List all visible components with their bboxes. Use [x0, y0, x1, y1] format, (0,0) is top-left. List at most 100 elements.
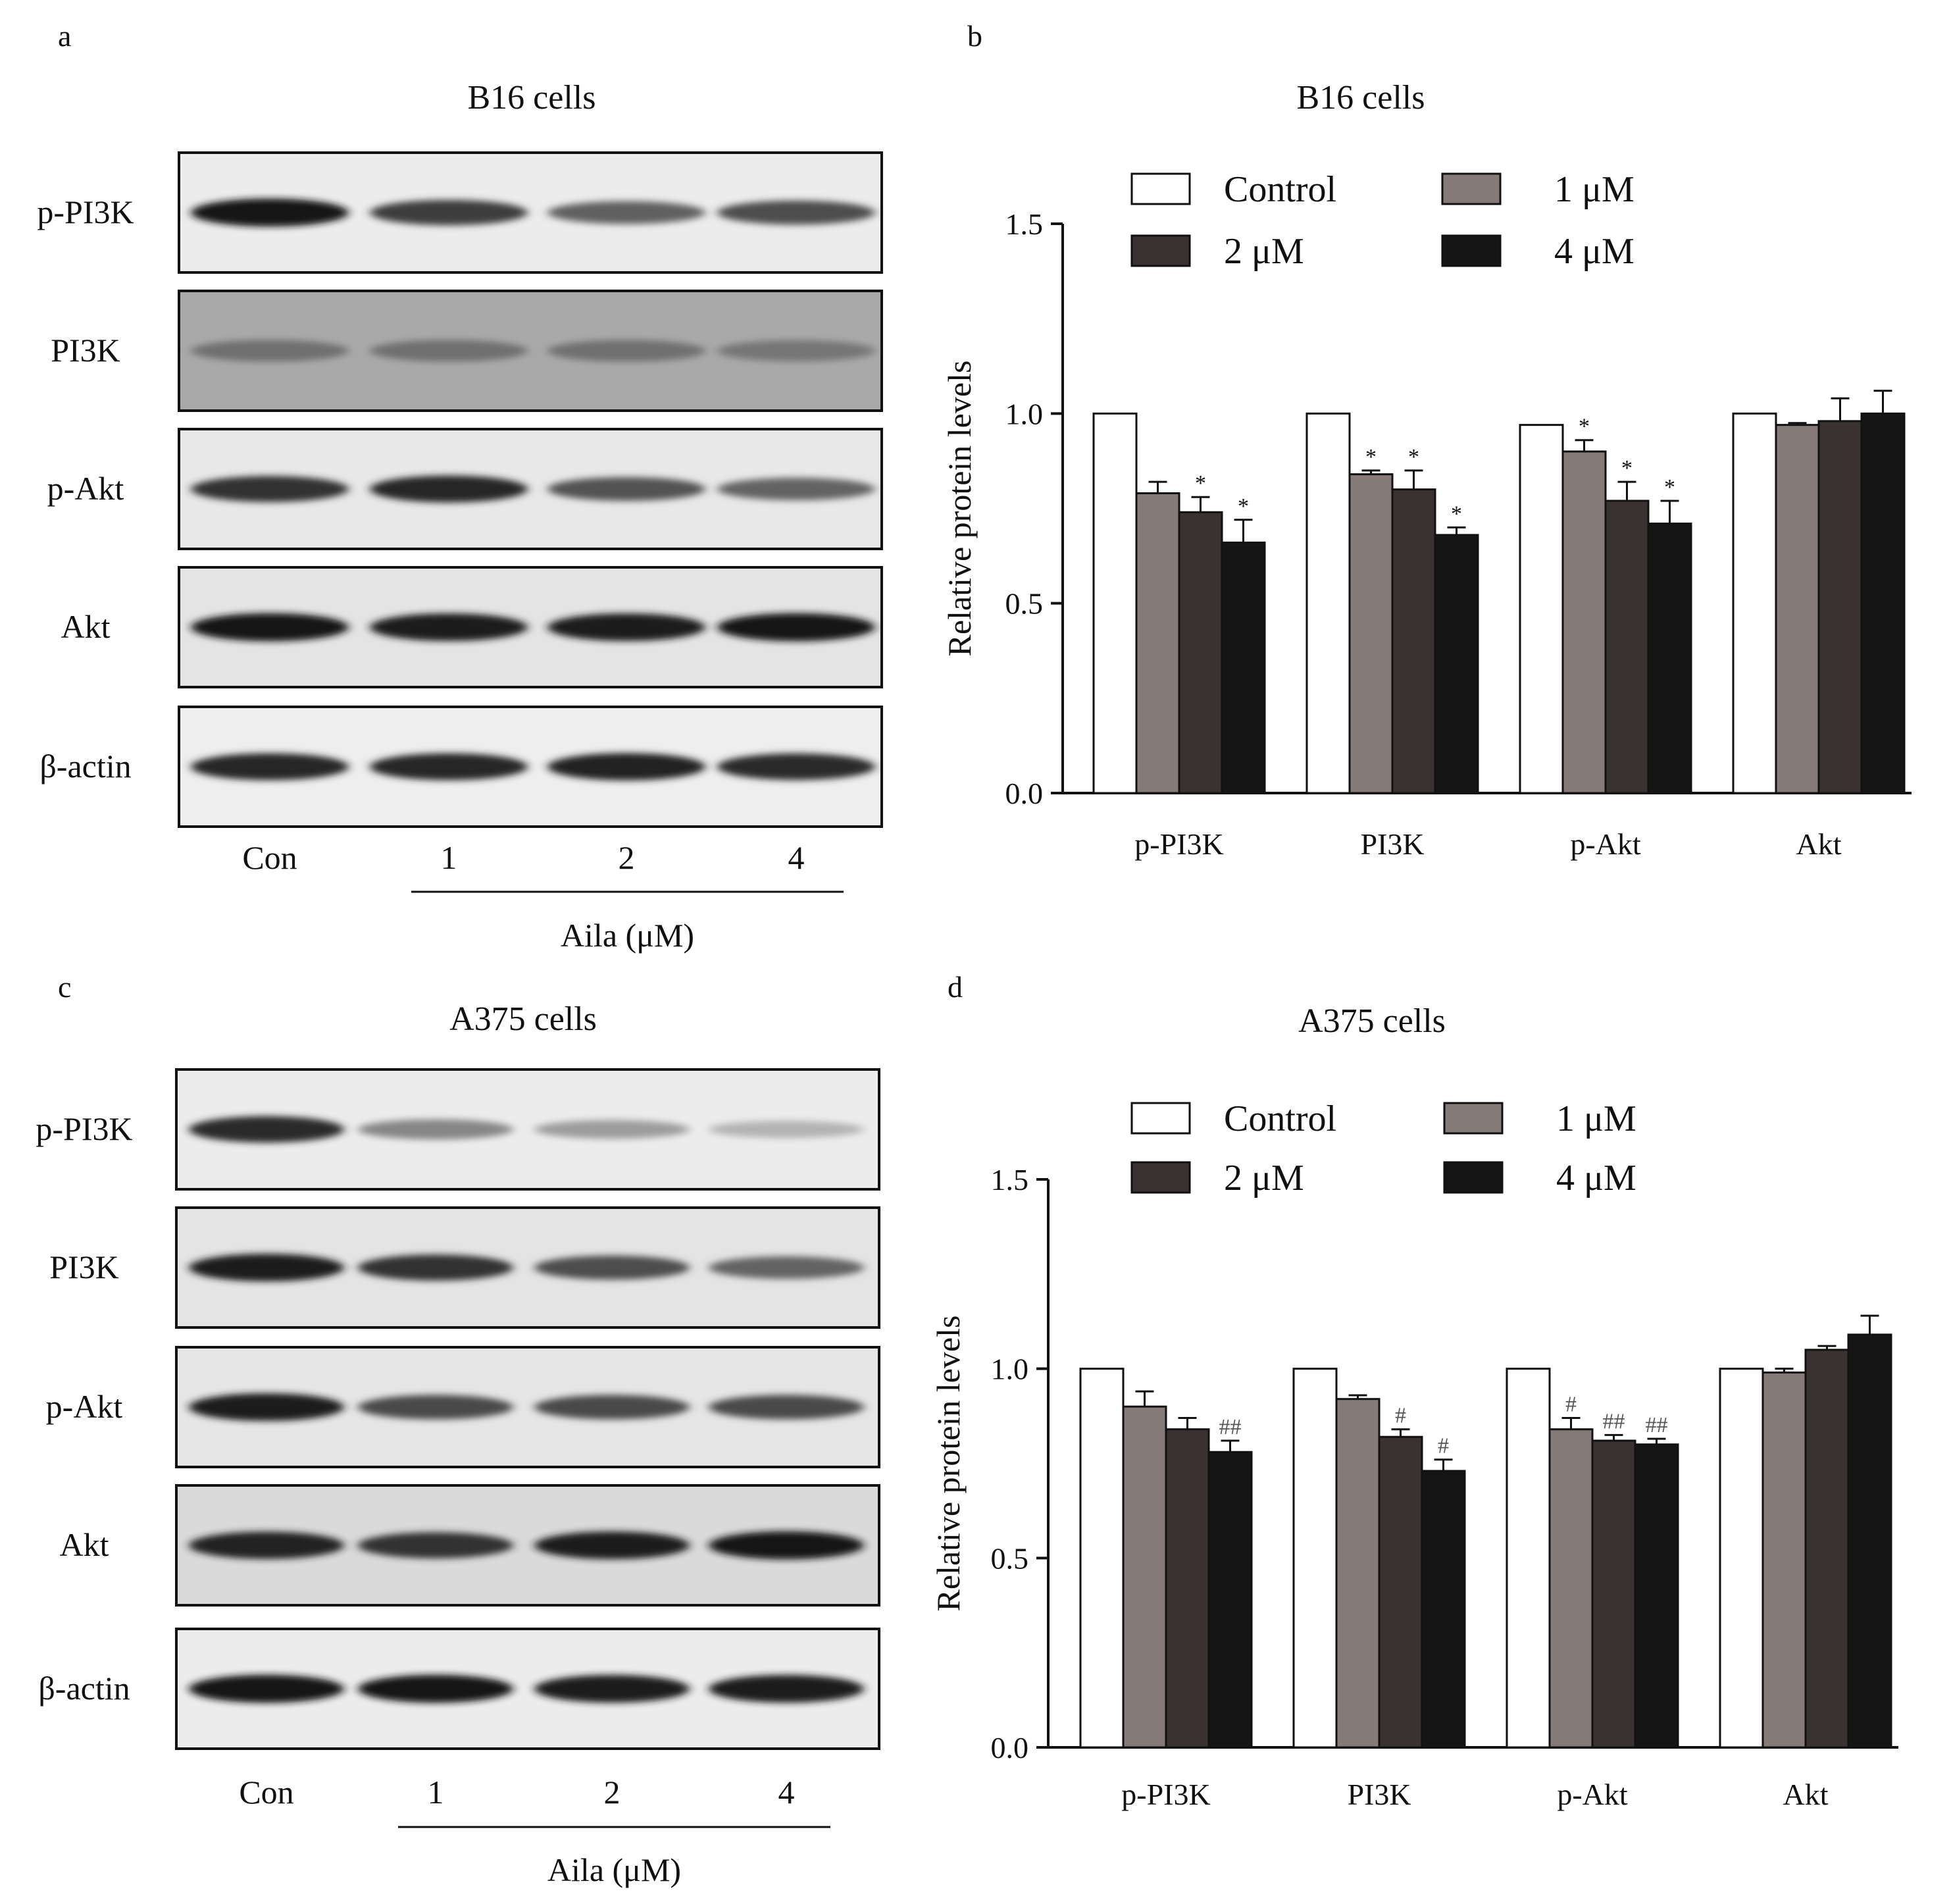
blot-band [191, 613, 349, 642]
y-axis-label: Relative protein levels [941, 361, 978, 657]
blot-band [370, 199, 528, 226]
legend-label: Control [1224, 1098, 1336, 1139]
blot-band [534, 1255, 690, 1280]
blot-row-label: p-PI3K [37, 193, 134, 230]
blot-row-label: p-Akt [47, 470, 124, 507]
bar [1604, 500, 1650, 794]
lane-label: 2 [619, 839, 635, 876]
bar [1860, 412, 1906, 794]
blot-band [370, 613, 528, 642]
bar [1092, 412, 1138, 794]
blot-row-label: Akt [61, 608, 111, 645]
legend-swatch [1130, 1161, 1191, 1194]
blot-band [370, 753, 528, 781]
significance-marker: * [1195, 471, 1206, 496]
significance-marker: ## [1603, 1409, 1625, 1433]
blot-xlabel: Aila (μM) [547, 1851, 681, 1888]
legend-label: 1 μM [1556, 1098, 1636, 1139]
blot-band [534, 1531, 690, 1560]
y-tick-label: 1.5 [1005, 207, 1044, 241]
blot-band [191, 476, 349, 502]
legend-swatch [1443, 1102, 1504, 1135]
legend-label: 1 μM [1554, 169, 1634, 210]
blot-band [191, 340, 349, 362]
bar [1732, 412, 1777, 794]
blot-band [709, 1121, 864, 1138]
bar [1391, 488, 1436, 794]
blot-band [547, 201, 705, 224]
chart-d: d A375 cells Control 1 μM 2 μM 4 μM 0.0 0.5 1.0 1… [930, 970, 1898, 1811]
blot-band [534, 1119, 690, 1139]
blot-row-label: β-actin [39, 748, 131, 785]
blot-band [547, 613, 705, 642]
legend-label: 4 μM [1554, 231, 1634, 272]
x-tick-label: Akt [1783, 1778, 1829, 1811]
blot-band [358, 1119, 513, 1140]
blot-row-label: p-Akt [46, 1388, 123, 1425]
blot-band [370, 340, 528, 362]
legend-swatch [1130, 1102, 1191, 1135]
blot-band [547, 753, 705, 781]
significance-marker: * [1365, 445, 1377, 469]
y-tick-label: 1.5 [991, 1163, 1029, 1196]
y-tick-label: 0.5 [991, 1541, 1029, 1575]
lane-label: Con [242, 839, 297, 876]
blot-band [189, 1531, 344, 1559]
x-tick-label: p-PI3K [1121, 1778, 1210, 1811]
y-tick-label: 0.5 [1005, 587, 1044, 621]
bar [1847, 1333, 1892, 1749]
blot-row-label: PI3K [49, 1248, 119, 1285]
blot-band [709, 1256, 864, 1279]
legend-label: Control [1224, 169, 1336, 210]
chart-title: A375 cells [1298, 1002, 1446, 1040]
blot-panel-a: a B16 cells p-PI3K PI3K p-Akt Akt β-actin Con 1 2… [37, 19, 883, 954]
blot-band [370, 475, 528, 503]
legend-swatch [1441, 234, 1502, 267]
bar [1165, 1428, 1210, 1749]
lane-label: 4 [778, 1774, 795, 1811]
chart-b: b B16 cells Control 1 μM 2 μM 4 μM 0.0 0.5 1.0 1.… [941, 19, 1912, 861]
y-tick-label: 0.0 [1005, 777, 1044, 810]
x-tick-label: PI3K [1347, 1778, 1411, 1811]
blot-band [358, 1674, 513, 1703]
significance-marker: * [1579, 415, 1590, 439]
blot-band [709, 1531, 864, 1560]
blot-row-label: β-actin [38, 1670, 130, 1707]
bar [1178, 511, 1223, 794]
bar [1519, 424, 1564, 794]
lane-label: 4 [788, 839, 805, 876]
blot-band [534, 1674, 690, 1703]
blot-band [189, 1253, 344, 1282]
bar [1761, 1371, 1807, 1749]
bar [1775, 424, 1820, 794]
y-tick-label: 1.0 [991, 1352, 1029, 1386]
bar [1335, 1398, 1381, 1749]
blot-band [534, 1395, 690, 1420]
chart-title: B16 cells [1297, 79, 1425, 116]
lane-label: 1 [441, 839, 457, 876]
x-tick-label: p-Akt [1570, 827, 1641, 861]
blot-band [717, 200, 875, 225]
bar [1817, 420, 1863, 794]
legend-swatch [1441, 172, 1502, 205]
significance-marker: ## [1646, 1413, 1668, 1437]
panel-letter: d [948, 970, 963, 1004]
significance-marker: # [1438, 1434, 1449, 1458]
significance-marker: * [1238, 494, 1249, 519]
bar [1561, 450, 1607, 794]
bar [1434, 534, 1479, 794]
blot-band [717, 613, 875, 642]
lane-label: Con [239, 1774, 293, 1811]
bar [1548, 1428, 1594, 1749]
bar [1135, 492, 1180, 794]
x-tick-label: p-PI3K [1134, 827, 1223, 861]
significance-marker: # [1395, 1404, 1406, 1428]
significance-marker: * [1664, 475, 1675, 500]
blot-row-label: PI3K [51, 332, 120, 369]
blot-band [189, 1393, 344, 1422]
significance-marker: * [1451, 502, 1462, 526]
blot-band [189, 1674, 344, 1703]
blot-band [358, 1395, 513, 1420]
bar [1122, 1405, 1167, 1749]
